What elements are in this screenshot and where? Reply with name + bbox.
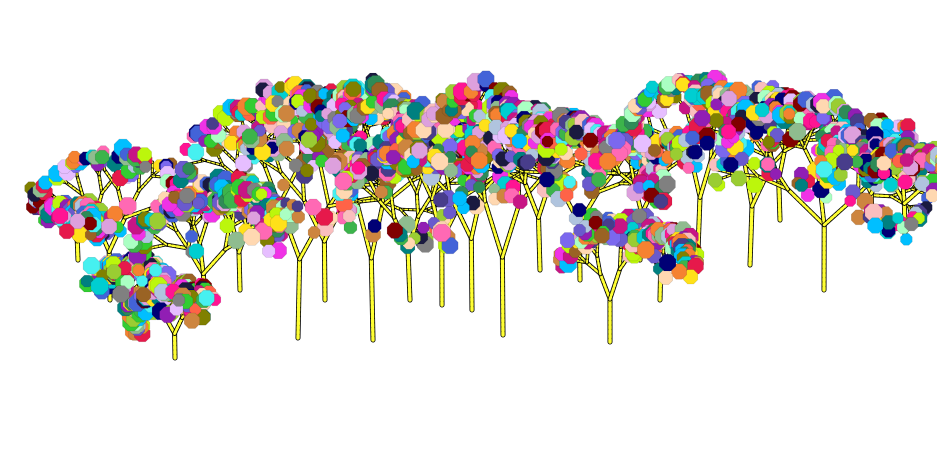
branch-segment [595, 254, 602, 276]
branch-segment [201, 248, 227, 276]
leaf [433, 192, 449, 208]
branch-segment [360, 198, 380, 203]
branch-segment [417, 193, 433, 218]
leaf [241, 128, 258, 145]
branch-segment [148, 243, 168, 250]
branch-segment [715, 168, 735, 175]
branch-segment [510, 170, 524, 179]
branch-segment [500, 255, 505, 337]
branch-segment [696, 195, 702, 252]
branch-segment [97, 173, 103, 194]
branch-segment [363, 186, 380, 201]
branch-segment [741, 144, 768, 157]
leaf [179, 188, 195, 204]
branch-segment [190, 159, 206, 165]
leaf [182, 162, 195, 175]
branch-segment [786, 187, 826, 227]
branch-segment [523, 181, 540, 219]
branch-segment [165, 243, 190, 250]
branch-segment [260, 158, 282, 173]
leaf [262, 244, 276, 258]
branch-segment [902, 187, 923, 205]
branch-segment [198, 220, 208, 245]
leaf [374, 185, 388, 199]
branch-segment [103, 169, 119, 190]
branch-segment [75, 239, 80, 262]
leaf [382, 107, 395, 120]
branch-segment [137, 175, 154, 192]
branch-segment [478, 84, 490, 104]
leaf [353, 138, 368, 152]
branch-segment [598, 272, 612, 301]
branch-segment [222, 148, 238, 164]
branch-segment [65, 181, 84, 196]
branch-segment [407, 175, 418, 194]
leaf [300, 131, 318, 149]
leaf [335, 128, 351, 143]
branch-segment [322, 239, 327, 302]
branch-segment [518, 172, 541, 180]
branch-segment [237, 250, 242, 292]
branch-segment [756, 174, 790, 191]
branch-segment [406, 247, 412, 302]
branch-segment [469, 236, 474, 312]
branch-segment [483, 199, 504, 259]
branch-segment [618, 171, 636, 187]
leaf-layer [24, 69, 937, 343]
leaf [192, 196, 205, 210]
leaf [255, 188, 268, 201]
branch-segment [415, 177, 423, 194]
branch-segment [76, 174, 84, 196]
leaf [278, 140, 295, 157]
leaf [137, 147, 152, 163]
branch-segment [296, 257, 302, 340]
leaf [94, 149, 110, 165]
leaf [278, 105, 295, 122]
branch-segment [151, 233, 168, 246]
branch-segment [415, 191, 420, 218]
branch-segment [748, 204, 754, 267]
branch-segment [417, 169, 434, 201]
leaf [187, 143, 205, 161]
leaf [332, 113, 348, 129]
branch-segment [536, 215, 542, 272]
branch-segment [389, 191, 396, 219]
branch-segment [369, 256, 375, 342]
leaf [345, 81, 362, 97]
branch-segment [698, 160, 713, 199]
branch-segment [173, 316, 184, 336]
leaf [254, 143, 272, 161]
branch-segment [174, 229, 190, 250]
branch-segment [803, 128, 814, 149]
branch-segment [381, 179, 415, 207]
branch-segment [204, 159, 224, 167]
branch-segment [500, 201, 521, 259]
leaf [139, 160, 152, 173]
leaf [304, 117, 318, 131]
branch-segment [377, 198, 396, 219]
branch-segment [608, 267, 622, 301]
branch-segment [279, 170, 306, 202]
branch-segment [123, 207, 152, 219]
leaf [149, 212, 167, 230]
branch-segment [597, 182, 622, 194]
leaf [68, 150, 81, 164]
